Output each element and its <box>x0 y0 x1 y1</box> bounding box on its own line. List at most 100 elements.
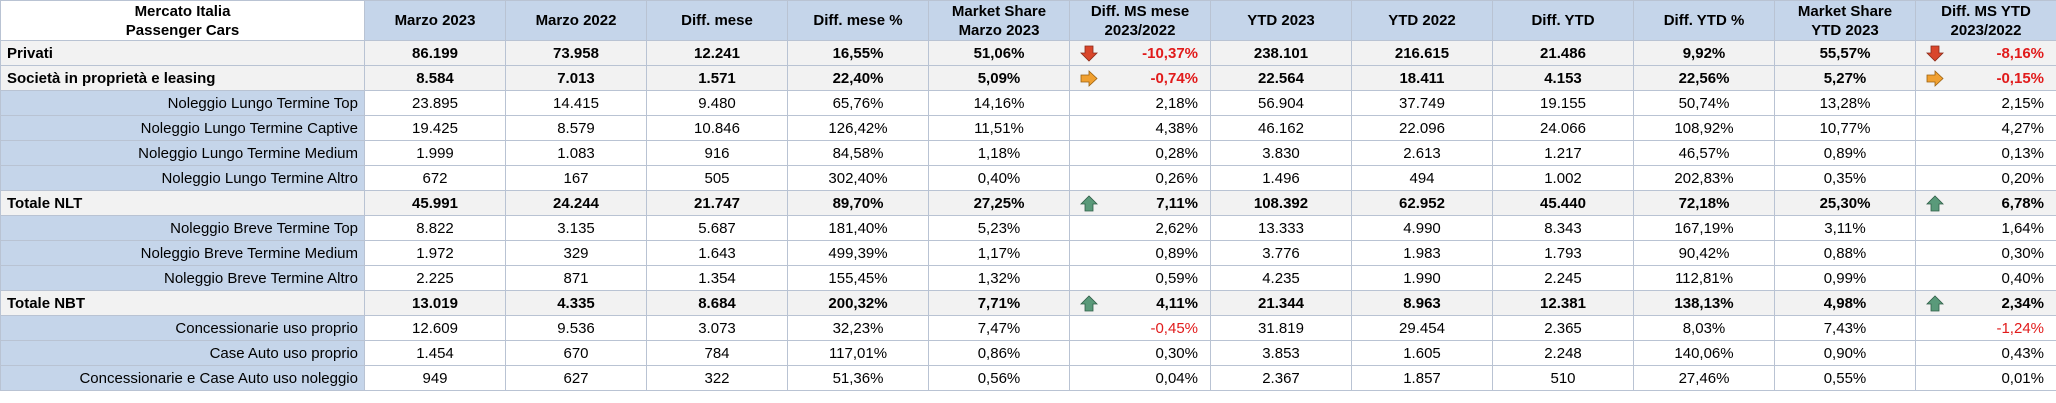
diff-ms-month-cell: 0,89% <box>1069 240 1211 266</box>
cell-value: 510 <box>1492 365 1634 391</box>
cell-value: 56.904 <box>1210 90 1352 116</box>
cell-value: 19.155 <box>1492 90 1634 116</box>
row-label: Noleggio Breve Termine Altro <box>0 265 365 291</box>
arrow-up-icon <box>1080 295 1098 312</box>
cell-value: 0,59% <box>1155 269 1198 287</box>
cell-value: 3.135 <box>505 215 647 241</box>
cell-value: 167,19% <box>1633 215 1775 241</box>
cell-value: 12.381 <box>1492 290 1634 316</box>
column-header: Market Share YTD 2023 <box>1774 0 1916 41</box>
cell-value: 21.344 <box>1210 290 1352 316</box>
cell-value: 13.019 <box>364 290 506 316</box>
arrow-down-icon <box>1926 45 1944 62</box>
row-label: Concessionarie e Case Auto uso noleggio <box>0 365 365 391</box>
diff-ms-month-cell: -0,74% <box>1069 65 1211 91</box>
cell-value: -0,45% <box>1150 319 1198 337</box>
cell-value: 21.747 <box>646 190 788 216</box>
diff-ms-month-cell: -10,37% <box>1069 40 1211 66</box>
cell-value: 2.365 <box>1492 315 1634 341</box>
cell-value: 50,74% <box>1633 90 1775 116</box>
cell-value: 89,70% <box>787 190 929 216</box>
cell-value: -10,37% <box>1142 44 1198 62</box>
diff-ms-ytd-cell: 1,64% <box>1915 215 2056 241</box>
cell-value: 0,40% <box>2001 269 2044 287</box>
cell-value: 84,58% <box>787 140 929 166</box>
row-label: Noleggio Lungo Termine Top <box>0 90 365 116</box>
column-header-line: Marzo 2023 <box>394 12 476 29</box>
cell-value: 21.486 <box>1492 40 1634 66</box>
cell-value: 13.333 <box>1210 215 1352 241</box>
diff-ms-ytd-cell: 0,30% <box>1915 240 2056 266</box>
cell-value: 5.687 <box>646 215 788 241</box>
cell-value: 45.440 <box>1492 190 1634 216</box>
cell-value: 329 <box>505 240 647 266</box>
column-header-line: Market Share <box>1797 2 1893 20</box>
cell-value: 10.846 <box>646 115 788 141</box>
cell-value: 4.153 <box>1492 65 1634 91</box>
diff-ms-ytd-cell: -1,24% <box>1915 315 2056 341</box>
cell-value: 2,62% <box>1155 219 1198 237</box>
cell-value: 181,40% <box>787 215 929 241</box>
column-header: Marzo 2022 <box>505 0 647 41</box>
cell-value: 9,92% <box>1633 40 1775 66</box>
cell-value: 22.564 <box>1210 65 1352 91</box>
cell-value: 1.083 <box>505 140 647 166</box>
table-row: Privati 86.199 73.958 12.241 16,55% 51,06% -10… <box>0 40 2056 66</box>
cell-value: 2,18% <box>1155 94 1198 112</box>
cell-value: 1.972 <box>364 240 506 266</box>
diff-ms-month-cell: 4,38% <box>1069 115 1211 141</box>
diff-ms-ytd-cell: 2,15% <box>1915 90 2056 116</box>
cell-value: 16,55% <box>787 40 929 66</box>
cell-value: 322 <box>646 365 788 391</box>
cell-value: 37.749 <box>1351 90 1493 116</box>
cell-value: 505 <box>646 165 788 191</box>
cell-value: 27,46% <box>1633 365 1775 391</box>
column-header-line: Diff. mese % <box>813 12 903 29</box>
cell-value: 1.571 <box>646 65 788 91</box>
cell-value: 8.584 <box>364 65 506 91</box>
cell-value: 3.073 <box>646 315 788 341</box>
diff-ms-month-cell: 2,62% <box>1069 215 1211 241</box>
header-corner: Mercato Italia Passenger Cars <box>0 0 365 41</box>
column-header: Diff. MS mese 2023/2022 <box>1069 0 1211 41</box>
cell-value: 108,92% <box>1633 115 1775 141</box>
cell-value: 22,40% <box>787 65 929 91</box>
cell-value: 24.244 <box>505 190 647 216</box>
cell-value: 126,42% <box>787 115 929 141</box>
table-row: Concessionarie e Case Auto uso noleggio 9… <box>0 365 2056 391</box>
row-label: Noleggio Lungo Termine Medium <box>0 140 365 166</box>
column-header-line: YTD 2023 <box>1811 21 1879 39</box>
column-header-line: Marzo 2022 <box>535 12 617 29</box>
arrow-up-icon <box>1926 295 1944 312</box>
cell-value: 2.225 <box>364 265 506 291</box>
cell-value: 1.857 <box>1351 365 1493 391</box>
cell-value: 0,89% <box>1155 244 1198 262</box>
arrow-up-icon <box>1926 195 1944 212</box>
cell-value: 1,64% <box>2001 219 2044 237</box>
cell-value: 14.415 <box>505 90 647 116</box>
table-row: Noleggio Breve Termine Top 8.822 3.135 5.68… <box>0 215 2056 241</box>
cell-value: 2,15% <box>2001 94 2044 112</box>
cell-value: 22.096 <box>1351 115 1493 141</box>
diff-ms-ytd-cell: 0,40% <box>1915 265 2056 291</box>
cell-value: -1,24% <box>1996 319 2044 337</box>
table-row: Società in proprietà e leasing 8.584 7.013… <box>0 65 2056 91</box>
cell-value: 11,51% <box>928 115 1070 141</box>
cell-value: 45.991 <box>364 190 506 216</box>
column-header-line: YTD 2023 <box>1247 12 1315 29</box>
cell-value: 27,25% <box>928 190 1070 216</box>
row-label: Concessionarie uso proprio <box>0 315 365 341</box>
cell-value: 7,71% <box>928 290 1070 316</box>
cell-value: 5,23% <box>928 215 1070 241</box>
cell-value: 4,27% <box>2001 119 2044 137</box>
cell-value: 0,28% <box>1155 144 1198 162</box>
cell-value: 22,56% <box>1633 65 1775 91</box>
cell-value: 0,30% <box>1155 344 1198 362</box>
cell-value: 5,09% <box>928 65 1070 91</box>
cell-value: 4,98% <box>1774 290 1916 316</box>
cell-value: 8.579 <box>505 115 647 141</box>
cell-value: 1.354 <box>646 265 788 291</box>
cell-value: -8,16% <box>1996 44 2044 62</box>
header-row: Mercato Italia Passenger Cars Marzo 2023… <box>0 0 2056 41</box>
column-header-line: 2023/2022 <box>1950 21 2022 39</box>
